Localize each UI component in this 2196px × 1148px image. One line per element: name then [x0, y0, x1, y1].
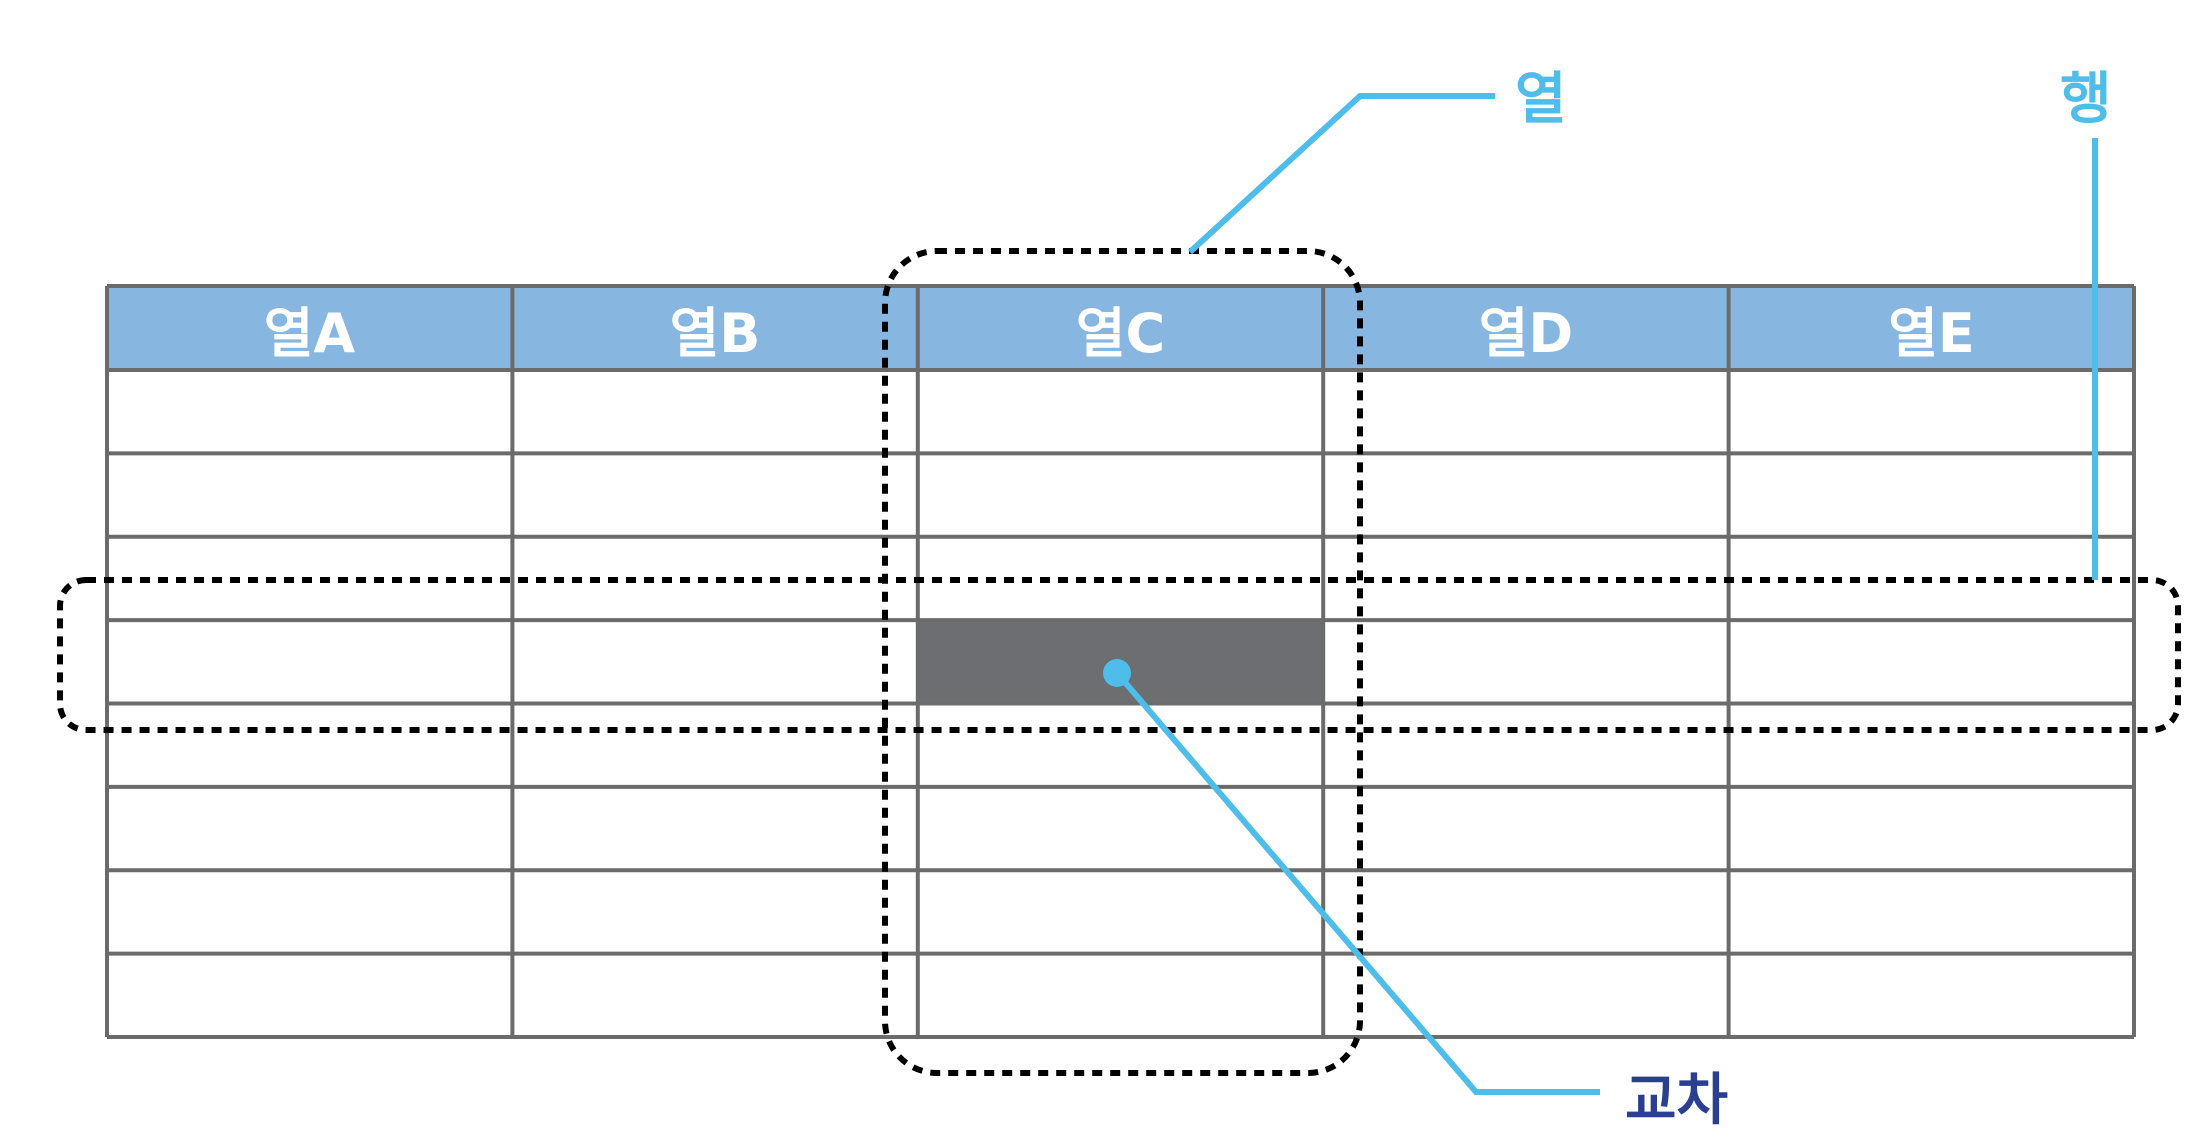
- header-column-d: 열D: [1478, 301, 1574, 365]
- column-label: 열: [1515, 67, 1567, 132]
- header-column-c: 열C: [1075, 301, 1166, 365]
- row-label: 행: [2060, 67, 2112, 132]
- intersection-label: 교차: [1625, 1068, 1729, 1133]
- column-highlight-outline: [882, 248, 1363, 1076]
- header-column-b: 열B: [669, 301, 761, 365]
- row-highlight-outline: [57, 577, 2181, 733]
- header-column-a: 열A: [263, 301, 356, 365]
- header-column-e: 열E: [1888, 301, 1975, 365]
- intersection-marker-dot: [1103, 659, 1131, 687]
- header-band: [107, 286, 2134, 370]
- column-callout-line: [1187, 93, 1495, 255]
- intersection-callout-line: [1114, 671, 1600, 1095]
